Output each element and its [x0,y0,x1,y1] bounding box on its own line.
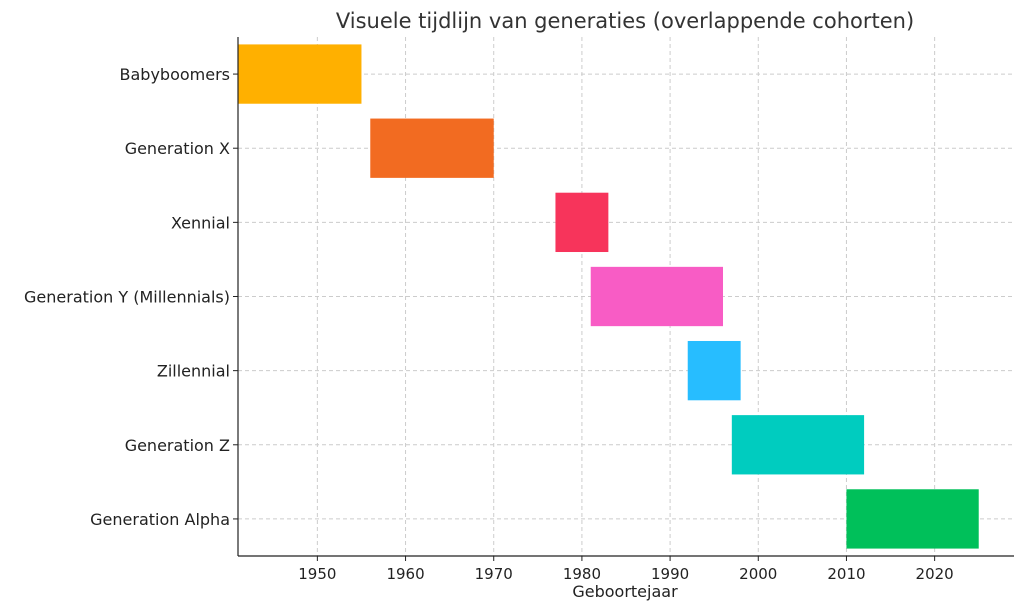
category-label: Zillennial [157,362,230,381]
bar-generation-alpha [846,489,979,549]
axis-layer: 1950 1960 1970 1980 1990 2000 2010 2020 Babyboom… [24,37,1014,583]
bar-babyboomers [238,44,362,104]
grid-layer [238,37,1014,556]
bar-layer [238,44,979,549]
bar-generation-y-millennials [590,266,723,327]
category-label: Generation Alpha [90,510,230,529]
x-axis-label: Geboortejaar [572,582,678,601]
category-label: Generation Z [125,436,230,455]
x-tick-label: 1970 [475,565,513,583]
category-label: Xennial [171,213,230,232]
bar-generation-z [731,415,865,475]
bar-zillennial [687,340,741,401]
x-tick-label: 1960 [386,565,424,583]
category-label: Generation Y (Millennials) [24,288,230,307]
category-label: Babyboomers [120,65,230,84]
bar-generation-x [370,118,494,178]
x-tick-label: 1950 [298,565,336,583]
x-tick-label: 1980 [563,565,601,583]
x-tick-label: 2020 [916,565,954,583]
x-tick-label: 1990 [651,565,689,583]
x-tick-label: 2000 [739,565,777,583]
bar-xennial [555,192,609,253]
x-tick-label: 2010 [827,565,865,583]
category-label: Generation X [125,139,230,158]
chart-title: Visuele tijdlijn van generaties (overlap… [336,9,914,33]
